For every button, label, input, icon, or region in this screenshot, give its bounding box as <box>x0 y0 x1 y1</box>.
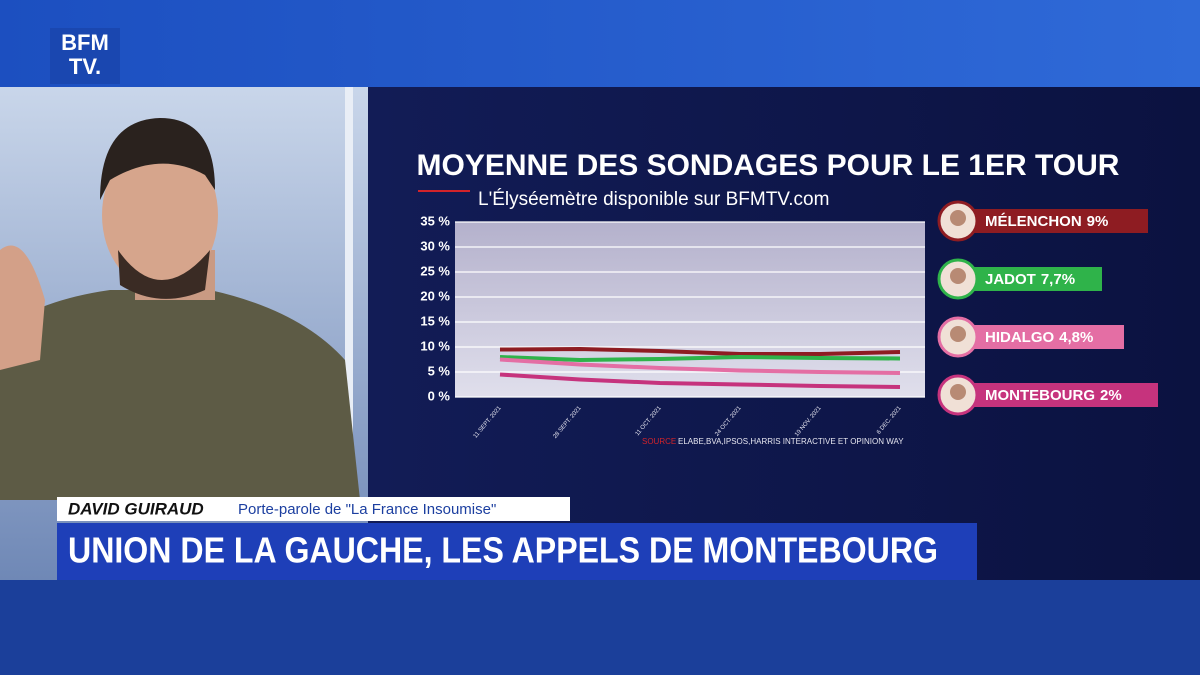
y-tick-label: 20 % <box>420 288 450 303</box>
speaker-role: Porte-parole de "La France Insoumise" <box>238 501 496 518</box>
series-line <box>499 347 901 356</box>
y-tick-label: 35 % <box>420 213 450 228</box>
top-bar <box>0 0 1200 87</box>
legend-value: 7,7% <box>1041 271 1075 288</box>
legend-value: 4,8% <box>1059 329 1093 346</box>
headline-box <box>57 523 977 580</box>
speaker-box <box>57 497 570 521</box>
legend-box <box>958 383 1158 407</box>
legend-box <box>958 325 1124 349</box>
series-line <box>499 372 901 389</box>
legend-box <box>958 267 1102 291</box>
y-tick-label: 25 % <box>420 263 450 278</box>
y-tick-label: 10 % <box>420 338 450 353</box>
legend-photo-head <box>950 210 966 226</box>
logo-bottom: TV. <box>69 54 101 79</box>
legend-name: MONTEBOURG <box>985 387 1095 404</box>
studio-pillar <box>345 87 353 507</box>
logo-top: BFM <box>61 30 109 55</box>
person-body <box>0 290 360 500</box>
chart-title: MOYENNE DES SONDAGES POUR LE 1ER TOUR <box>417 149 1120 182</box>
source-label: SOURCE <box>642 437 676 446</box>
person-beard <box>118 250 210 299</box>
legend-name: HIDALGO <box>985 329 1054 346</box>
speaker-name: DAVID GUIRAUD <box>68 499 204 518</box>
legend-photo-head <box>950 268 966 284</box>
series-line <box>499 357 901 375</box>
legend-photo-head <box>950 384 966 400</box>
y-tick-label: 30 % <box>420 238 450 253</box>
legend-name: MÉLENCHON <box>985 213 1082 230</box>
bottom-band <box>0 580 1200 675</box>
person-hand <box>0 245 45 370</box>
legend-value: 9% <box>1087 213 1109 230</box>
chart-subtitle: L'Élyséemètre disponible sur BFMTV.com <box>478 189 829 210</box>
y-tick-label: 15 % <box>420 313 450 328</box>
person-head <box>102 140 218 290</box>
legend-box <box>958 209 1148 233</box>
legend-photo-head <box>950 326 966 342</box>
source-text: ELABE,BVA,IPSOS,HARRIS INTERACTIVE ET OP… <box>678 437 904 446</box>
series-line <box>499 355 901 362</box>
person-hair <box>100 118 215 200</box>
headline: UNION DE LA GAUCHE, LES APPELS DE MONTEB… <box>68 530 938 571</box>
y-tick-label: 5 % <box>428 363 451 378</box>
logo-box <box>50 28 120 84</box>
y-tick-label: 0 % <box>428 388 451 403</box>
legend-name: JADOT <box>985 271 1036 288</box>
legend-value: 2% <box>1100 387 1122 404</box>
